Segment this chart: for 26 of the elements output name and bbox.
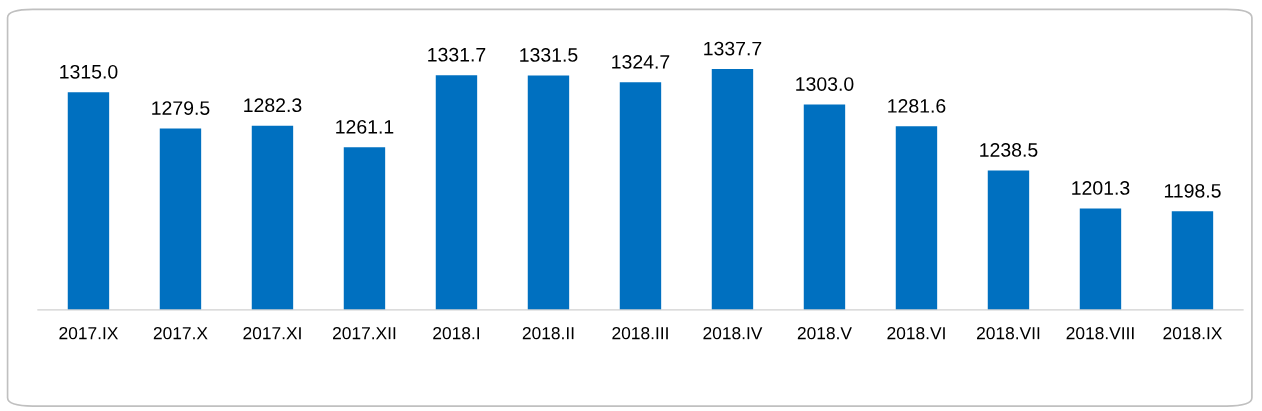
x-tick-label: 2018.VIII — [1066, 327, 1134, 340]
x-tick-label: 2017.XI — [243, 327, 301, 340]
data-label: 1281.6 — [888, 99, 946, 113]
data-label: 1261.1 — [336, 119, 394, 134]
x-tick-label: 2017.IX — [59, 327, 119, 340]
data-label: 1331.7 — [428, 47, 486, 62]
data-label: 1238.5 — [980, 143, 1038, 157]
x-tick-label: 2018.IX — [1163, 327, 1223, 340]
data-label: 1198.5 — [1164, 183, 1221, 198]
data-label: 1337.7 — [704, 41, 762, 56]
x-tick-label: 2018.VI — [887, 327, 945, 340]
data-label: 1282.3 — [244, 98, 302, 113]
x-tick-label: 2018.IV — [703, 327, 763, 340]
x-tick-label: 2017.XII — [333, 327, 396, 340]
data-label: 1331.5 — [520, 48, 578, 62]
data-label: 1201.3 — [1072, 181, 1130, 195]
x-tick-label: 2018.II — [522, 327, 574, 340]
data-label: 1324.7 — [612, 55, 670, 69]
x-tick-label: 2018.III — [612, 327, 668, 340]
data-label: 1315.0 — [60, 64, 118, 79]
x-tick-label: 2018.V — [797, 327, 852, 340]
x-tick-label: 2018.VII — [977, 327, 1040, 340]
data-label: 1303.0 — [796, 77, 854, 91]
x-tick-label: 2018.I — [433, 327, 479, 340]
x-tick-label: 2017.X — [153, 327, 208, 340]
data-label: 1279.5 — [152, 101, 210, 115]
